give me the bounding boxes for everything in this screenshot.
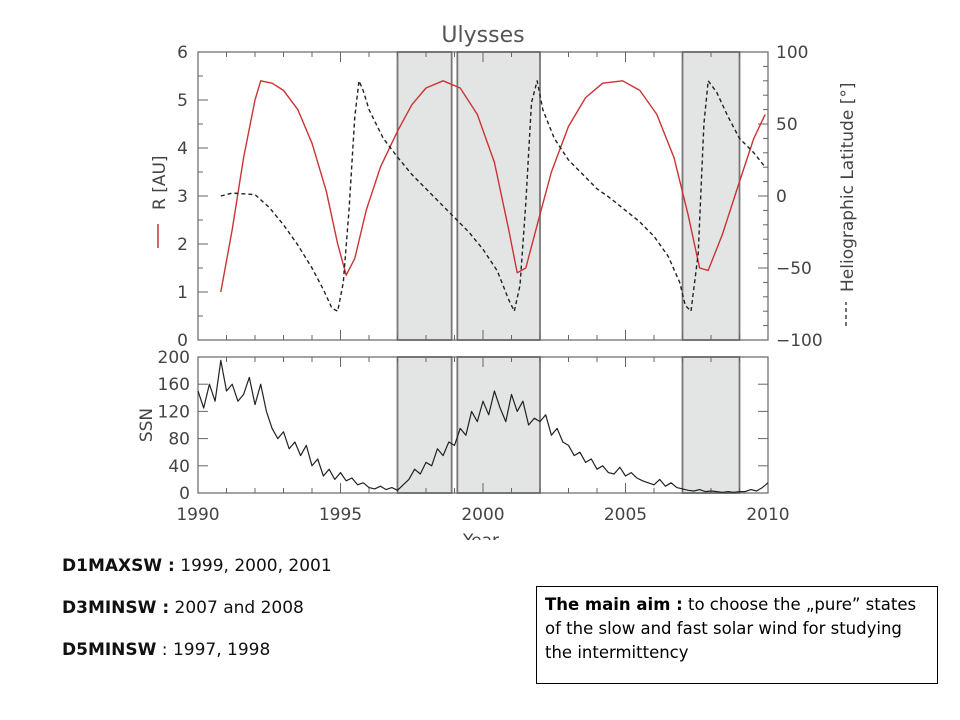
ssn-tick-label: 40 [168, 457, 190, 477]
ssn-tick-label: 200 [158, 348, 190, 368]
shaded-interval-3 [681, 356, 741, 494]
ulysses-figure: Ulysses 0 1 2 3 4 5 6 −100 −50 0 50 100 R [AU] Heliogr… [137, 23, 858, 540]
caption-d1maxsw: D1MAXSW : 1999, 2000, 2001 [62, 556, 332, 576]
caption-d5minsw: D5MINSW : 1997, 1998 [62, 640, 270, 660]
ssn-tick-label: 120 [158, 402, 190, 422]
shaded-interval-1 [396, 356, 453, 494]
main-aim-text: to choose the „pure” states of the slow … [545, 595, 917, 662]
caption-key: D3MINSW : [62, 598, 170, 618]
x-tick-label: 1995 [319, 505, 362, 525]
caption-key: D5MINSW [62, 640, 157, 660]
top-chart-panel: Ulysses 0 1 2 3 4 5 6 −100 −50 0 50 100 R [AU] Heliogr… [150, 23, 858, 351]
bottom-chart-panel: 0 40 80 120 160 200 1990 1995 2000 2005 2010 Year SS… [137, 348, 790, 540]
left-axis-label-group: R [AU] [150, 155, 170, 248]
right-tick-label: −50 [776, 259, 812, 279]
caption-value: 2007 and 2008 [169, 598, 304, 618]
ssn-tick-label: 80 [168, 430, 190, 450]
ssn-line [197, 359, 769, 493]
right-tick-label: −100 [776, 331, 823, 351]
x-axis-label: Year [462, 531, 499, 540]
left-tick-label: 1 [177, 283, 188, 303]
shaded-interval-2 [456, 356, 541, 494]
caption-key: D1MAXSW : [62, 556, 175, 576]
ssn-tick-label: 160 [158, 375, 190, 395]
x-tick-label: 2000 [461, 505, 504, 525]
x-tick-label: 2005 [604, 505, 647, 525]
caption-d3minsw: D3MINSW : 2007 and 2008 [62, 598, 304, 618]
shaded-interval-2 [456, 51, 541, 341]
left-tick-label: 6 [177, 43, 188, 63]
x-tick-label: 2010 [746, 505, 789, 525]
main-aim-key: The main aim : [545, 595, 683, 614]
ssn-tick-label: 0 [179, 484, 190, 504]
right-tick-label: 100 [776, 43, 808, 63]
shaded-interval-3 [681, 51, 741, 341]
distance-r-line [220, 80, 766, 293]
shaded-interval-1 [396, 51, 453, 341]
right-tick-label: 0 [776, 187, 787, 207]
left-tick-label: 0 [177, 331, 188, 351]
right-tick-label: 50 [776, 115, 798, 135]
x-tick-label: 1990 [176, 505, 219, 525]
right-axis-label: Heliographic Latitude [°] [838, 83, 858, 292]
left-tick-label: 4 [177, 139, 188, 159]
left-tick-label: 2 [177, 235, 188, 255]
left-axis-label: R [AU] [150, 155, 170, 210]
chart-title: Ulysses [441, 23, 524, 48]
left-tick-label: 3 [177, 187, 188, 207]
right-axis-label-group: Heliographic Latitude [°] [838, 83, 858, 326]
left-tick-label: 5 [177, 91, 188, 111]
latitude-line [220, 80, 766, 312]
caption-value: 1999, 2000, 2001 [174, 556, 332, 576]
main-aim-box: The main aim : to choose the „pure” stat… [536, 586, 938, 684]
ssn-axis-label: SSN [137, 408, 157, 442]
caption-value: : 1997, 1998 [156, 640, 271, 660]
